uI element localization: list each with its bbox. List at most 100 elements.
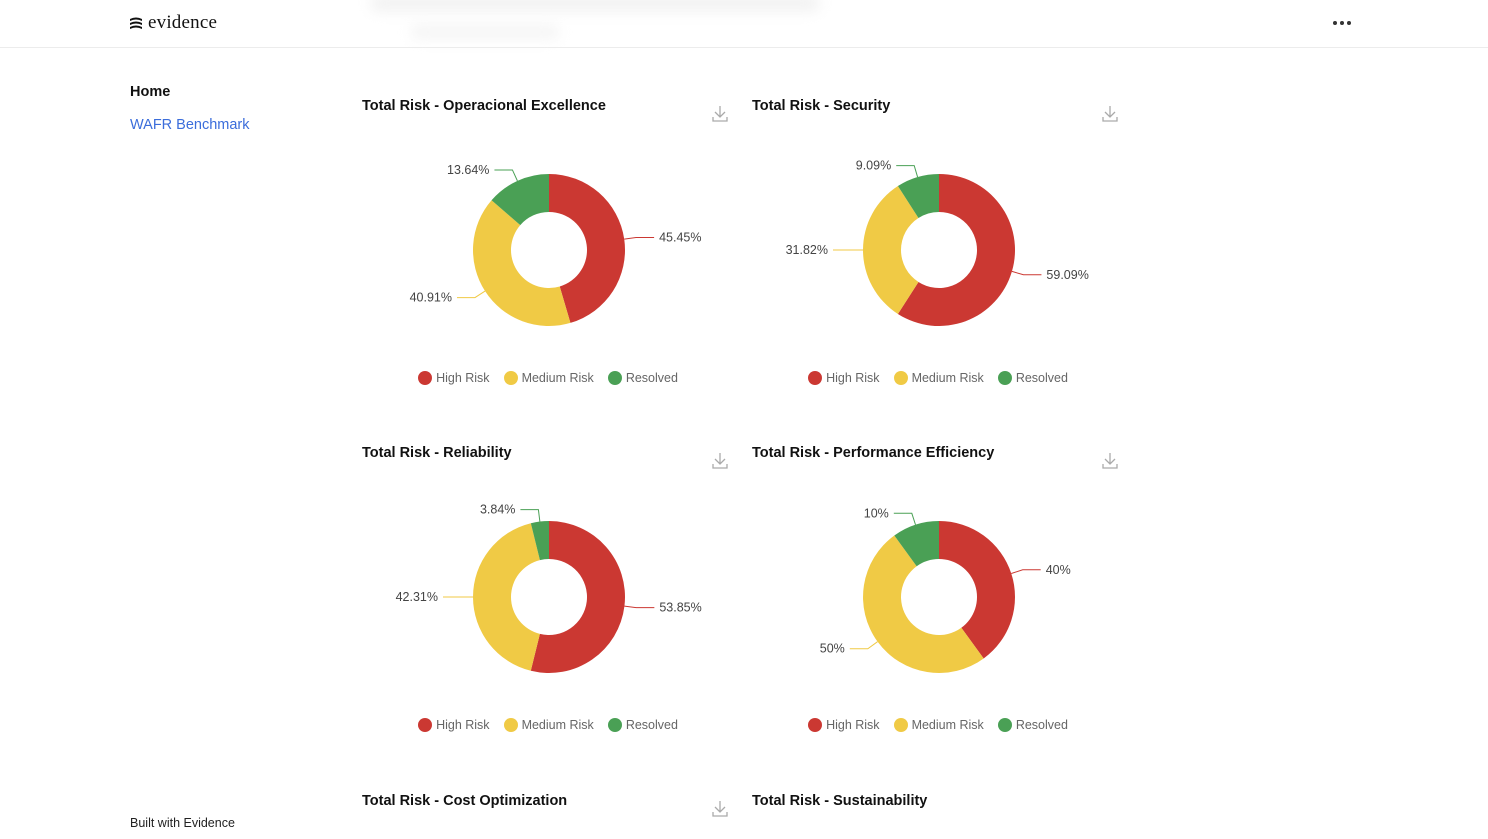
legend-label: Resolved [625, 371, 678, 385]
data-label: 59.09% [1046, 268, 1088, 282]
label-leader-line [624, 605, 655, 609]
data-label: 40% [1046, 563, 1071, 577]
donut-slice-high-risk[interactable] [939, 521, 1015, 659]
evidence-stripes-icon [130, 17, 142, 29]
legend-item-medium-risk[interactable]: Medium Risk [503, 718, 594, 732]
donut-slice-high-risk[interactable] [897, 174, 1015, 326]
legend-label: Medium Risk [521, 718, 594, 732]
chart-legend: High Risk Medium Risk Resolved [362, 371, 734, 385]
blurred-background-content [410, 24, 560, 40]
donut-slice-medium-risk[interactable] [473, 200, 571, 326]
legend-item-resolved[interactable]: Resolved [607, 718, 678, 732]
download-icon[interactable] [1100, 451, 1120, 471]
legend-item-high-risk[interactable]: High Risk [418, 718, 490, 732]
legend-label: Medium Risk [911, 371, 984, 385]
label-leader-line [896, 165, 919, 178]
chart-card: Total Risk - Reliability 53.85% 42.31% 3.84… [362, 445, 732, 765]
data-label: 42.31% [396, 590, 438, 604]
donut-slice-high-risk[interactable] [549, 174, 625, 323]
legend-color-swatch [893, 718, 908, 732]
legend-item-resolved[interactable]: Resolved [997, 718, 1068, 732]
built-with-evidence-link[interactable]: Built with Evidence [130, 816, 235, 830]
top-header: evidence [0, 0, 1488, 48]
donut-chart: 59.09% 31.82% 9.09% [786, 159, 1089, 326]
chart-legend: High Risk Medium Risk Resolved [752, 371, 1124, 385]
label-leader-line [624, 236, 655, 240]
sidebar-item-wafr-benchmark[interactable]: WAFR Benchmark [130, 117, 250, 133]
donut-chart: 53.85% 42.31% 3.84% [396, 503, 702, 673]
legend-label: Medium Risk [911, 718, 984, 732]
chart-legend: High Risk Medium Risk Resolved [752, 718, 1124, 732]
chart-card: Total Risk - Sustainability [752, 793, 1122, 839]
legend-label: Resolved [1015, 718, 1068, 732]
data-label: 50% [820, 642, 845, 656]
legend-color-swatch [503, 371, 518, 385]
label-leader-line [520, 509, 541, 522]
legend-item-medium-risk[interactable]: Medium Risk [893, 371, 984, 385]
legend-item-resolved[interactable]: Resolved [997, 371, 1068, 385]
evidence-logo[interactable]: evidence [129, 12, 217, 34]
logo-text: evidence [148, 12, 218, 33]
legend-color-swatch [808, 371, 823, 385]
legend-item-medium-risk[interactable]: Medium Risk [503, 371, 594, 385]
more-horizontal-icon-dot [1340, 21, 1344, 25]
legend-item-resolved[interactable]: Resolved [607, 371, 678, 385]
legend-color-swatch [503, 718, 518, 732]
donut-chart: 45.45% 40.91% 13.64% [410, 163, 702, 326]
donut-chart: 40% 50% 10% [820, 506, 1071, 673]
chart-legend: High Risk Medium Risk Resolved [362, 718, 734, 732]
sidebar-item-home[interactable]: Home [130, 84, 171, 100]
chart-card: Total Risk - Performance Efficiency 40% 50… [752, 445, 1122, 765]
donut-slice-medium-risk[interactable] [472, 523, 540, 671]
data-label: 45.45% [659, 230, 701, 244]
donut-slice-resolved[interactable] [897, 174, 939, 219]
label-leader-line [849, 641, 878, 650]
legend-item-medium-risk[interactable]: Medium Risk [893, 718, 984, 732]
donut-slice-medium-risk[interactable] [863, 535, 984, 673]
chart-title: Total Risk - Operacional Excellence [362, 98, 606, 114]
chart-title: Total Risk - Security [752, 98, 891, 114]
more-horizontal-icon [1333, 21, 1337, 25]
data-label: 53.85% [659, 601, 701, 615]
legend-color-swatch [418, 718, 433, 732]
data-label: 40.91% [410, 291, 452, 305]
data-label: 10% [864, 506, 889, 520]
more-options-button[interactable] [1328, 12, 1356, 34]
donut-slice-medium-risk[interactable] [863, 186, 919, 314]
legend-item-high-risk[interactable]: High Risk [808, 718, 880, 732]
download-icon[interactable] [710, 799, 730, 819]
download-icon[interactable] [710, 451, 730, 471]
legend-color-swatch [607, 718, 622, 732]
donut-slice-resolved[interactable] [894, 521, 939, 567]
download-icon[interactable] [1100, 104, 1120, 124]
legend-color-swatch [997, 371, 1012, 385]
data-label: 31.82% [786, 243, 828, 257]
donut-slice-high-risk[interactable] [530, 521, 625, 673]
chart-card: Total Risk - Operacional Excellence 45.45… [362, 98, 732, 418]
legend-label: High Risk [826, 371, 880, 385]
legend-label: High Risk [436, 718, 490, 732]
chart-card: Total Risk - Security 59.09% 31.82% 9.09% Hi… [752, 98, 1122, 418]
legend-color-swatch [893, 371, 908, 385]
label-leader-line [456, 290, 486, 299]
label-leader-line [1011, 569, 1041, 574]
legend-label: Resolved [1015, 371, 1068, 385]
label-leader-line [893, 512, 916, 525]
chart-title: Total Risk - Performance Efficiency [752, 445, 995, 461]
chart-card: Total Risk - Cost Optimization [362, 793, 732, 839]
label-leader-line [494, 169, 518, 182]
legend-label: Resolved [625, 718, 678, 732]
data-label: 3.84% [480, 503, 515, 517]
legend-label: High Risk [436, 371, 490, 385]
data-label: 9.09% [856, 159, 891, 173]
chart-title: Total Risk - Cost Optimization [362, 793, 568, 809]
blurred-background-content [370, 0, 820, 12]
legend-color-swatch [808, 718, 823, 732]
donut-slice-resolved[interactable] [491, 174, 549, 226]
download-icon[interactable] [710, 104, 730, 124]
chart-title: Total Risk - Reliability [362, 445, 512, 461]
legend-item-high-risk[interactable]: High Risk [808, 371, 880, 385]
legend-item-high-risk[interactable]: High Risk [418, 371, 490, 385]
donut-slice-resolved[interactable] [530, 521, 549, 561]
legend-color-swatch [418, 371, 433, 385]
